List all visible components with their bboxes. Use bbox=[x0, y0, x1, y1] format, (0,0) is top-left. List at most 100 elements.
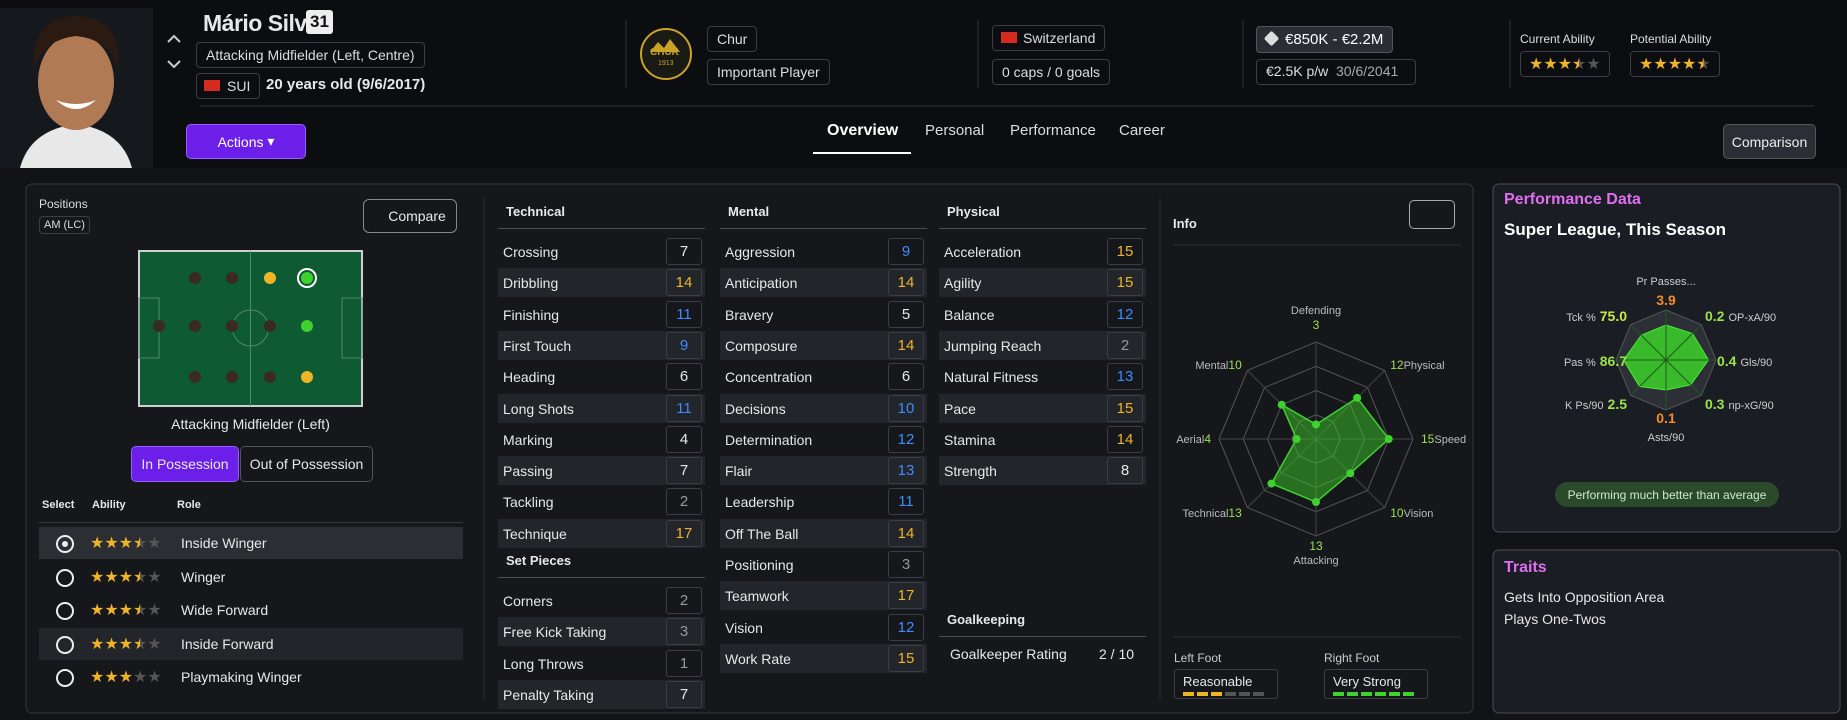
star: ★ bbox=[90, 568, 105, 586]
radar-value: 13 bbox=[1309, 539, 1323, 553]
info-button[interactable] bbox=[1409, 200, 1455, 229]
attribute-value: 2 bbox=[666, 488, 702, 516]
foot-bar bbox=[1347, 692, 1358, 696]
actions-button[interactable]: Actions ▾ bbox=[186, 124, 306, 159]
star: ★ bbox=[133, 568, 148, 586]
foot-label: Left Foot bbox=[1174, 651, 1222, 665]
radar-value: 12 bbox=[1390, 358, 1404, 372]
star: ★ bbox=[1639, 56, 1654, 73]
row-bg bbox=[39, 627, 463, 660]
radio[interactable] bbox=[56, 669, 74, 687]
section-title: Physical bbox=[947, 204, 1000, 219]
player-age: 20 years old (9/6/2017) bbox=[266, 76, 426, 93]
tab[interactable]: Performance bbox=[1010, 122, 1096, 139]
attribute-name: Composure bbox=[725, 337, 798, 354]
star: ★ bbox=[118, 602, 134, 619]
radio[interactable] bbox=[56, 602, 74, 620]
attribute-name: Passing bbox=[503, 463, 553, 480]
attribute-name: Positioning bbox=[725, 557, 794, 573]
club-logo-year: 1913 bbox=[658, 60, 674, 67]
attribute-name: Stamina bbox=[944, 431, 996, 448]
foot-bar bbox=[1225, 692, 1236, 696]
button-label: Actions bbox=[217, 133, 264, 150]
radio[interactable] bbox=[56, 635, 74, 654]
attribute-name: Work Rate bbox=[725, 650, 791, 667]
star: ★ bbox=[104, 568, 119, 586]
comparison-button[interactable]: Comparison bbox=[1723, 124, 1816, 159]
row-bg bbox=[498, 456, 705, 486]
flag-icon bbox=[204, 80, 220, 91]
foot-rating: Very Strong bbox=[1324, 669, 1428, 699]
toggle-button[interactable]: Out of Possession bbox=[240, 446, 373, 482]
attribute-value: 4 bbox=[666, 425, 702, 453]
compare-button[interactable]: Compare bbox=[363, 199, 457, 233]
star: ★ bbox=[104, 669, 119, 686]
attribute-value: 13 bbox=[888, 457, 924, 485]
radio[interactable] bbox=[56, 535, 74, 553]
star: ★ bbox=[133, 602, 148, 619]
attribute-name: Penalty Taking bbox=[503, 686, 594, 703]
section-rule bbox=[939, 636, 1146, 637]
star: ★ bbox=[118, 568, 134, 586]
perf-stat: Tck % 75.0 bbox=[1566, 308, 1627, 324]
section-title: Mental bbox=[728, 204, 770, 219]
attribute-name: Anticipation bbox=[725, 275, 798, 292]
attribute-value: 9 bbox=[666, 331, 702, 359]
attribute-name: Long Shots bbox=[503, 400, 574, 417]
stat-value: 0.3 bbox=[1705, 396, 1725, 412]
attribute-name: Decisions bbox=[725, 400, 786, 417]
star: ★ bbox=[133, 635, 148, 653]
attribute-value: 7 bbox=[666, 457, 702, 485]
attribute-value: 12 bbox=[888, 613, 924, 641]
radar-label: Attacking bbox=[1293, 555, 1338, 567]
attribute-name: Off The Ball bbox=[725, 525, 799, 542]
star: ★ bbox=[90, 635, 105, 653]
potential-ability-stars: ★★★★★ bbox=[1630, 51, 1720, 77]
toggle-button[interactable]: In Possession bbox=[131, 446, 239, 482]
star: ★ bbox=[1557, 56, 1573, 73]
radar-value: 3 bbox=[1313, 318, 1320, 332]
attribute-name: Free Kick Taking bbox=[503, 624, 607, 641]
foot-bar bbox=[1197, 692, 1208, 696]
panel-title: Traits bbox=[1504, 559, 1547, 576]
attribute-value: 11 bbox=[666, 300, 702, 328]
tab[interactable]: Overview bbox=[827, 122, 899, 139]
row-bg bbox=[39, 527, 463, 559]
attribute-value: 14 bbox=[888, 269, 924, 297]
attribute-name: Leadership bbox=[725, 494, 795, 511]
perf-stat: 0.4 Gls/90 bbox=[1717, 353, 1772, 369]
info-title: Info bbox=[1173, 216, 1197, 231]
star: ★ bbox=[90, 535, 105, 552]
attribute-value: 2 bbox=[1107, 331, 1143, 359]
foot-bar bbox=[1333, 692, 1344, 696]
foot-bar bbox=[1403, 692, 1414, 696]
tab[interactable]: Personal bbox=[925, 122, 985, 139]
radio[interactable] bbox=[56, 568, 74, 587]
attribute-value: 15 bbox=[888, 644, 924, 672]
foot-bar bbox=[1375, 692, 1386, 696]
star: ★ bbox=[1667, 56, 1683, 73]
attribute-value: 10 bbox=[888, 394, 924, 422]
row-bg bbox=[939, 330, 1146, 360]
flag-icon bbox=[1001, 32, 1017, 43]
attribute-name: Acceleration bbox=[944, 244, 1022, 260]
position-code: AM (LC) bbox=[39, 216, 90, 234]
ability-label: Potential Ability bbox=[1630, 32, 1712, 46]
radar-label: Technical bbox=[1183, 508, 1229, 520]
star: ★ bbox=[90, 602, 105, 619]
star: ★ bbox=[1682, 56, 1697, 73]
foot-bar bbox=[1361, 692, 1372, 696]
section-title: Goalkeeping bbox=[947, 612, 1026, 627]
attribute-name: Dribbling bbox=[503, 275, 559, 292]
tab[interactable]: Career bbox=[1119, 122, 1165, 139]
stat-label: Pr Passes... bbox=[1636, 276, 1695, 288]
pitch-label: Attacking Midfielder (Left) bbox=[171, 416, 330, 432]
foot-rating: Reasonable bbox=[1174, 669, 1278, 699]
country[interactable]: Switzerland bbox=[992, 25, 1106, 51]
role-name: Wide Forward bbox=[181, 602, 269, 618]
nav-arrows[interactable] bbox=[167, 34, 181, 69]
player-role: Attacking Midfielder (Left, Centre) bbox=[196, 42, 425, 68]
trait: Gets Into Opposition Area bbox=[1504, 589, 1665, 605]
squad-status: Important Player bbox=[707, 59, 830, 85]
club-name[interactable]: Chur bbox=[707, 26, 758, 52]
